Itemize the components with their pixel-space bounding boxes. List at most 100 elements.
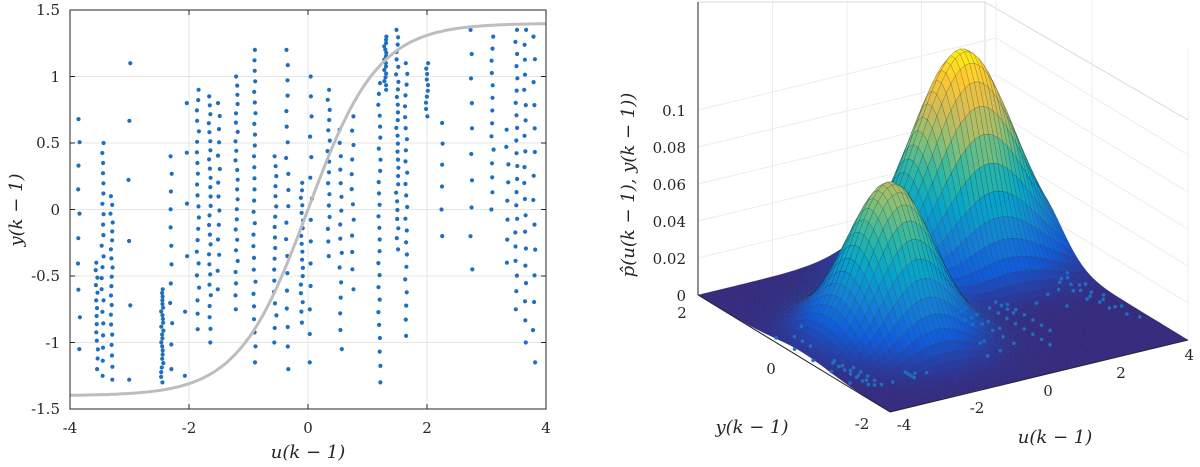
floor-point (1113, 304, 1117, 309)
scatter-point (395, 157, 401, 162)
scatter-point (426, 61, 431, 66)
scatter-point (378, 363, 383, 368)
scatter-point (285, 93, 290, 98)
scatter-point (403, 115, 408, 120)
scatter-point (327, 214, 332, 220)
scatter-point (299, 188, 305, 193)
scatter-point (513, 100, 518, 105)
scatter-point (300, 180, 305, 185)
y-tick-0: 2 (677, 304, 687, 322)
scatter-point (208, 340, 213, 345)
floor-point (872, 378, 877, 383)
scatter-point (532, 299, 537, 305)
left-ytick-1: -1 (45, 334, 60, 352)
scatter-point (234, 74, 239, 79)
scatter-point (160, 380, 165, 385)
scatter-point (99, 287, 104, 292)
scatter-point (403, 159, 408, 164)
left-ytick-6: 1.5 (36, 1, 60, 19)
floor-point (1065, 275, 1070, 280)
floor-point (986, 319, 991, 324)
scatter-point (308, 74, 313, 79)
scatter-point (234, 217, 239, 222)
scatter-point (160, 301, 165, 307)
left-xtick-0: -4 (63, 419, 78, 437)
scatter-point (377, 249, 382, 254)
y-tick-1: 0 (766, 360, 776, 378)
scatter-point (215, 237, 221, 242)
scatter-point (286, 204, 291, 209)
floor-point (1065, 304, 1069, 308)
scatter-point (285, 63, 290, 68)
scatter-point (506, 162, 511, 167)
floor-point (985, 354, 990, 358)
scatter-point (523, 281, 529, 286)
scatter-point (207, 166, 212, 171)
scatter-point (233, 269, 238, 275)
scatter-point (350, 157, 355, 162)
scatter-point (100, 309, 105, 314)
scatter-point (522, 196, 528, 202)
scatter-point (108, 211, 113, 216)
scatter-point (382, 44, 387, 49)
scatter-point (233, 281, 239, 286)
scatter-point (196, 261, 201, 266)
scatter-point (532, 57, 538, 62)
scatter-point (100, 373, 105, 378)
scatter-point (515, 176, 520, 182)
scatter-point (337, 265, 342, 270)
scatter-point (94, 330, 99, 335)
scatter-point (439, 184, 445, 189)
scatter-point (440, 234, 445, 239)
scatter-point (235, 101, 240, 107)
scatter-point (168, 189, 173, 194)
scatter-point (514, 273, 520, 278)
scatter-point (307, 331, 312, 337)
scatter-point (299, 233, 304, 238)
scatter-point (440, 141, 445, 146)
floor-point (1069, 282, 1073, 287)
scatter-point (196, 98, 201, 103)
scatter-point (425, 71, 430, 77)
scatter-point (285, 344, 290, 349)
scatter-point (208, 203, 213, 208)
scatter-point (253, 344, 258, 349)
scatter-point (394, 190, 399, 195)
scatter-point (108, 194, 113, 199)
scatter-point (402, 104, 408, 109)
scatter-point (299, 241, 304, 246)
scatter-point (405, 204, 410, 210)
floor-point (1031, 332, 1035, 337)
scatter-point (95, 290, 100, 295)
scatter-point (522, 42, 527, 47)
scatter-point (195, 238, 200, 243)
scatter-point (284, 288, 290, 293)
scatter-point (326, 239, 331, 244)
scatter-point (351, 114, 356, 119)
scatter-point (159, 340, 164, 345)
scatter-point (216, 194, 221, 199)
scatter-point (531, 80, 536, 85)
scatter-point (252, 89, 257, 94)
scatter-point (394, 57, 399, 62)
scatter-point (384, 40, 389, 46)
scatter-point (308, 175, 313, 180)
axis-box-edges (697, 2, 1189, 413)
scatter-point (286, 171, 291, 176)
scatter-point (307, 360, 312, 365)
floor-point (848, 381, 852, 385)
scatter-point (196, 87, 201, 92)
floor-point (799, 324, 804, 329)
scatter-point (109, 256, 114, 261)
scatter-point (207, 94, 212, 99)
scatter-point (504, 127, 509, 132)
scatter-point (195, 171, 200, 176)
floor-point (1005, 316, 1009, 321)
scatter-point (207, 303, 212, 309)
scatter-point (252, 165, 257, 170)
scatter-point (216, 127, 222, 132)
scatter-point (160, 344, 165, 349)
left-xtick-2: 0 (303, 419, 313, 437)
scatter-point (274, 313, 279, 318)
floor-point (1119, 304, 1124, 308)
